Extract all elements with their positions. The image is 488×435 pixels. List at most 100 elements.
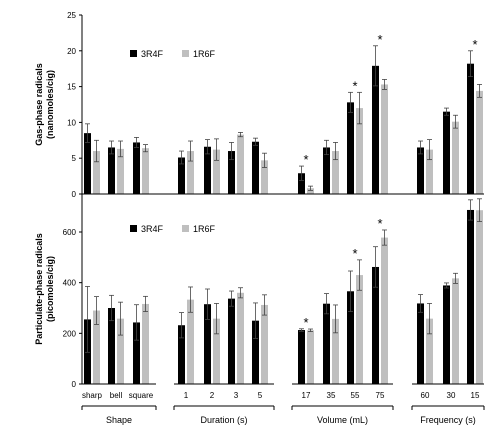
- x-category-label-2: 2: [210, 391, 215, 400]
- bar-3r4f-30: [443, 111, 450, 194]
- x-category-label-square: square: [129, 391, 154, 400]
- group-label: Duration (s): [200, 415, 247, 425]
- group-label: Frequency (s): [420, 415, 476, 425]
- bar-1r6f-35: [332, 151, 339, 194]
- bar-3r4f-35: [323, 303, 330, 384]
- bar-1r6f-3: [237, 292, 244, 384]
- bar-1r6f-sharp: [93, 310, 100, 384]
- legend-swatch-1r6f: [182, 225, 189, 232]
- bar-1r6f-75: [381, 84, 388, 194]
- x-category-label-35: 35: [327, 391, 336, 400]
- bar-1r6f-75: [381, 237, 388, 384]
- bar-3r4f-60: [417, 147, 424, 194]
- significance-asterisk: *: [377, 32, 382, 47]
- bar-3r4f-35: [323, 147, 330, 194]
- x-category-label-bell: bell: [110, 391, 123, 400]
- bar-1r6f-17: [307, 188, 314, 194]
- bar-1r6f-bell: [117, 318, 124, 384]
- x-category-label-60: 60: [421, 391, 430, 400]
- bar-3r4f-55: [347, 102, 354, 194]
- bar-3r4f-2: [204, 146, 211, 194]
- y-axis-title: Particulate-phase radicals(picomoles/cig…: [34, 233, 55, 345]
- bar-1r6f-35: [332, 318, 339, 384]
- legend-label-1r6f: 1R6F: [193, 49, 216, 59]
- significance-asterisk: *: [472, 37, 477, 52]
- bar-1r6f-55: [356, 108, 363, 194]
- chart-panel-particulate-phase: 0 200 400 600 Particulate-phase radicals(pic…: [34, 194, 484, 389]
- bar-3r4f-17: [298, 173, 305, 194]
- bar-1r6f-5: [261, 160, 268, 194]
- x-category-label-15: 15: [471, 391, 480, 400]
- bar-1r6f-square: [142, 148, 149, 194]
- bar-3r4f-1: [178, 157, 185, 194]
- bar-1r6f-bell: [117, 148, 124, 194]
- bar-1r6f-sharp: [93, 151, 100, 194]
- legend-swatch-3r4f: [130, 225, 137, 232]
- bar-3r4f-bell: [108, 147, 115, 194]
- y-axis-title: Gas-phase radicals(nanomoles/cig): [34, 63, 55, 146]
- bar-3r4f-2: [204, 304, 211, 384]
- x-category-label-17: 17: [302, 391, 311, 400]
- y-tick-label: 20: [67, 47, 76, 56]
- y-axis-title-line: (picomoles/cig): [45, 256, 55, 322]
- bar-3r4f-3: [228, 298, 235, 384]
- bar-3r4f-55: [347, 291, 354, 384]
- y-axis-title-line: Gas-phase radicals: [34, 63, 44, 146]
- bar-1r6f-17: [307, 330, 314, 384]
- y-tick-label: 400: [63, 279, 77, 288]
- y-tick-label: 25: [67, 11, 76, 20]
- x-category-label-1: 1: [184, 391, 189, 400]
- bar-3r4f-5: [252, 141, 259, 194]
- y-tick-label: 0: [72, 190, 77, 199]
- x-category-label-sharp: sharp: [82, 391, 103, 400]
- bar-3r4f-30: [443, 285, 450, 384]
- y-tick-label: 5: [72, 154, 77, 163]
- y-axis-title-line: (nanomoles/cig): [45, 70, 55, 139]
- bar-1r6f-15: [476, 90, 483, 194]
- group-label: Volume (mL): [317, 415, 368, 425]
- y-tick-label: 0: [72, 380, 77, 389]
- y-tick-label: 600: [63, 228, 77, 237]
- bar-3r4f-3: [228, 151, 235, 194]
- significance-asterisk: *: [303, 152, 308, 167]
- bar-1r6f-15: [476, 210, 483, 384]
- bar-1r6f-2: [213, 149, 220, 194]
- bar-1r6f-3: [237, 134, 244, 194]
- legend-label-3r4f: 3R4F: [141, 49, 164, 59]
- bar-3r4f-square: [133, 142, 140, 194]
- y-tick-label: 15: [67, 83, 76, 92]
- y-tick-label: 200: [63, 329, 77, 338]
- bar-3r4f-15: [467, 63, 474, 194]
- chart-panel-gas-phase: 0 5 10 15 20 25 Gas-phase radicals(nanomoles/c…: [34, 11, 484, 199]
- bar-1r6f-60: [426, 318, 433, 384]
- bar-3r4f-sharp: [84, 133, 91, 194]
- bar-1r6f-2: [213, 318, 220, 384]
- significance-asterisk: *: [352, 246, 357, 261]
- significance-asterisk: *: [377, 216, 382, 231]
- y-axis-title-line: Particulate-phase radicals: [34, 233, 44, 345]
- bar-3r4f-5: [252, 320, 259, 384]
- bar-1r6f-1: [187, 151, 194, 194]
- bar-1r6f-55: [356, 275, 363, 384]
- bar-3r4f-bell: [108, 308, 115, 384]
- x-category-label-30: 30: [447, 391, 456, 400]
- x-category-label-55: 55: [351, 391, 360, 400]
- significance-asterisk: *: [303, 315, 308, 330]
- bar-3r4f-1: [178, 325, 185, 384]
- x-category-label-5: 5: [258, 391, 263, 400]
- bar-1r6f-5: [261, 304, 268, 384]
- legend-label-3r4f: 3R4F: [141, 224, 164, 234]
- y-tick-label: 10: [67, 118, 76, 127]
- bar-3r4f-17: [298, 330, 305, 384]
- bar-3r4f-75: [372, 65, 379, 194]
- bar-3r4f-square: [133, 322, 140, 384]
- bar-1r6f-30: [452, 121, 459, 194]
- group-label: Shape: [106, 415, 132, 425]
- bar-1r6f-60: [426, 149, 433, 194]
- bar-1r6f-30: [452, 278, 459, 384]
- bar-3r4f-15: [467, 209, 474, 384]
- bar-3r4f-60: [417, 303, 424, 384]
- legend-label-1r6f: 1R6F: [193, 224, 216, 234]
- x-category-label-3: 3: [234, 391, 239, 400]
